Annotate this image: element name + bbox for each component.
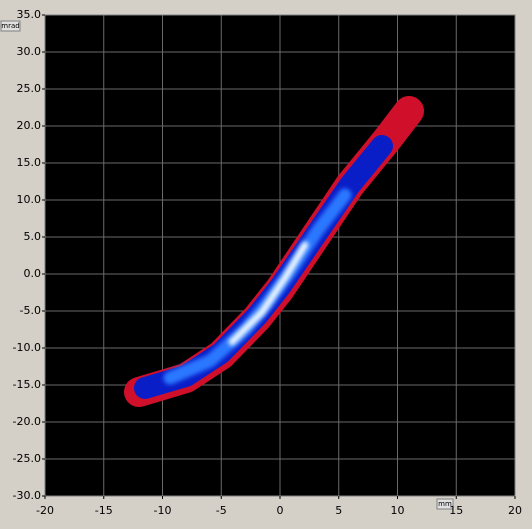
- x-tick-label: 20: [508, 504, 522, 517]
- x-tick-label: 0: [277, 504, 284, 517]
- y-tick-label: 20.0: [17, 119, 42, 132]
- y-tick-label: 15.0: [17, 156, 42, 169]
- x-tick-label: -10: [154, 504, 172, 517]
- x-tick-label: 10: [391, 504, 405, 517]
- y-tick-label: -10.0: [13, 341, 41, 354]
- y-tick-label: 25.0: [17, 82, 42, 95]
- y-tick-label: 35.0: [17, 8, 42, 21]
- y-tick-label: -15.0: [13, 378, 41, 391]
- y-unit: mrad: [1, 22, 19, 30]
- x-tick-label: -20: [36, 504, 54, 517]
- y-tick-label: 5.0: [24, 230, 42, 243]
- y-tick-label: -20.0: [13, 415, 41, 428]
- density-core: [228, 241, 309, 346]
- x-tick-label: -5: [216, 504, 227, 517]
- x-unit: mm: [438, 500, 452, 508]
- x-tick-label: -15: [95, 504, 113, 517]
- density-blob: [124, 96, 424, 407]
- x-tick-label: 5: [335, 504, 342, 517]
- y-tick-label: 0.0: [24, 267, 42, 280]
- y-tick-label: 30.0: [17, 45, 42, 58]
- x-unit-box: [436, 498, 454, 510]
- y-tick-label: -5.0: [20, 304, 41, 317]
- y-unit-box: [0, 20, 21, 32]
- x-tick-label: 15: [449, 504, 463, 517]
- y-tick-label: 10.0: [17, 193, 42, 206]
- y-tick-label: -30.0: [13, 489, 41, 502]
- y-tick-label: -25.0: [13, 452, 41, 465]
